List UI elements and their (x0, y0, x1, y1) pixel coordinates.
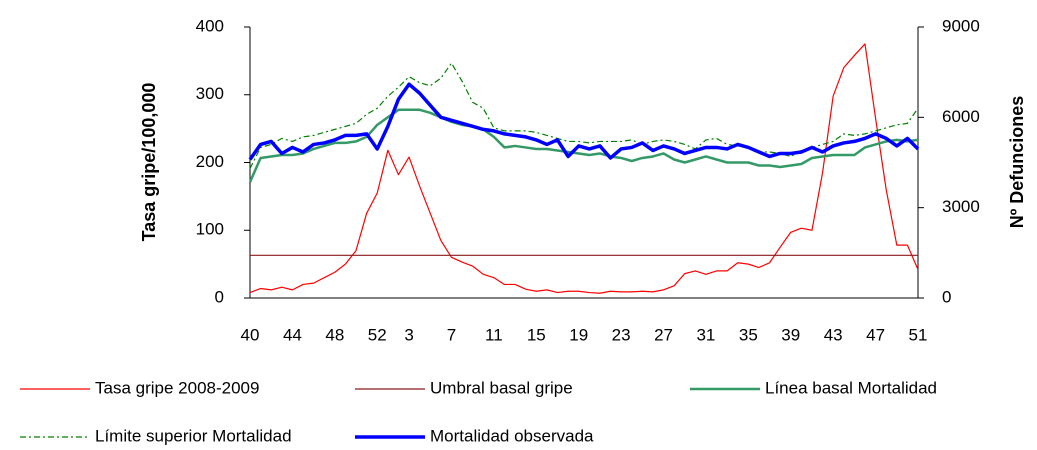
y-tick-label: 200 (196, 152, 224, 171)
legend-label: Umbral basal gripe (430, 378, 573, 397)
y-tick-label: 0 (215, 287, 224, 306)
legend-label: Tasa gripe 2008-2009 (95, 378, 259, 397)
x-tick-label: 19 (569, 325, 588, 344)
y-axis-title: Tasa gripe/100,000 (139, 83, 159, 242)
legend-label: Límite superior Mortalidad (95, 426, 292, 445)
series-line (249, 62, 919, 169)
x-tick-label: 47 (866, 325, 885, 344)
x-tick-label: 23 (612, 325, 631, 344)
y-tick-label: 400 (196, 16, 224, 35)
y2-tick-label: 9000 (942, 16, 980, 35)
legend-label: Mortalidad observada (430, 426, 594, 445)
x-tick-label: 31 (696, 325, 715, 344)
x-tick-label: 3 (404, 325, 413, 344)
x-tick-label: 15 (527, 325, 546, 344)
y2-tick-label: 3000 (942, 197, 980, 216)
x-tick-label: 35 (739, 325, 758, 344)
y2-tick-label: 0 (942, 287, 951, 306)
x-tick-label: 51 (909, 325, 928, 344)
y2-axis-title: Nº Defunciones (1007, 96, 1027, 229)
y-tick-label: 100 (196, 220, 224, 239)
series-line (249, 43, 919, 294)
series-line (248, 82, 920, 161)
x-tick-label: 43 (824, 325, 843, 344)
x-tick-label: 52 (368, 325, 387, 344)
x-tick-label: 44 (283, 325, 302, 344)
x-tick-label: 39 (781, 325, 800, 344)
x-tick-label: 27 (654, 325, 673, 344)
x-tick-label: 40 (241, 325, 260, 344)
y2-tick-label: 6000 (942, 107, 980, 126)
series-line (248, 108, 919, 183)
x-tick-label: 7 (447, 325, 456, 344)
x-tick-label: 48 (325, 325, 344, 344)
y-tick-label: 300 (196, 84, 224, 103)
x-tick-label: 11 (485, 325, 503, 344)
legend-label: Línea basal Mortalidad (765, 378, 937, 397)
